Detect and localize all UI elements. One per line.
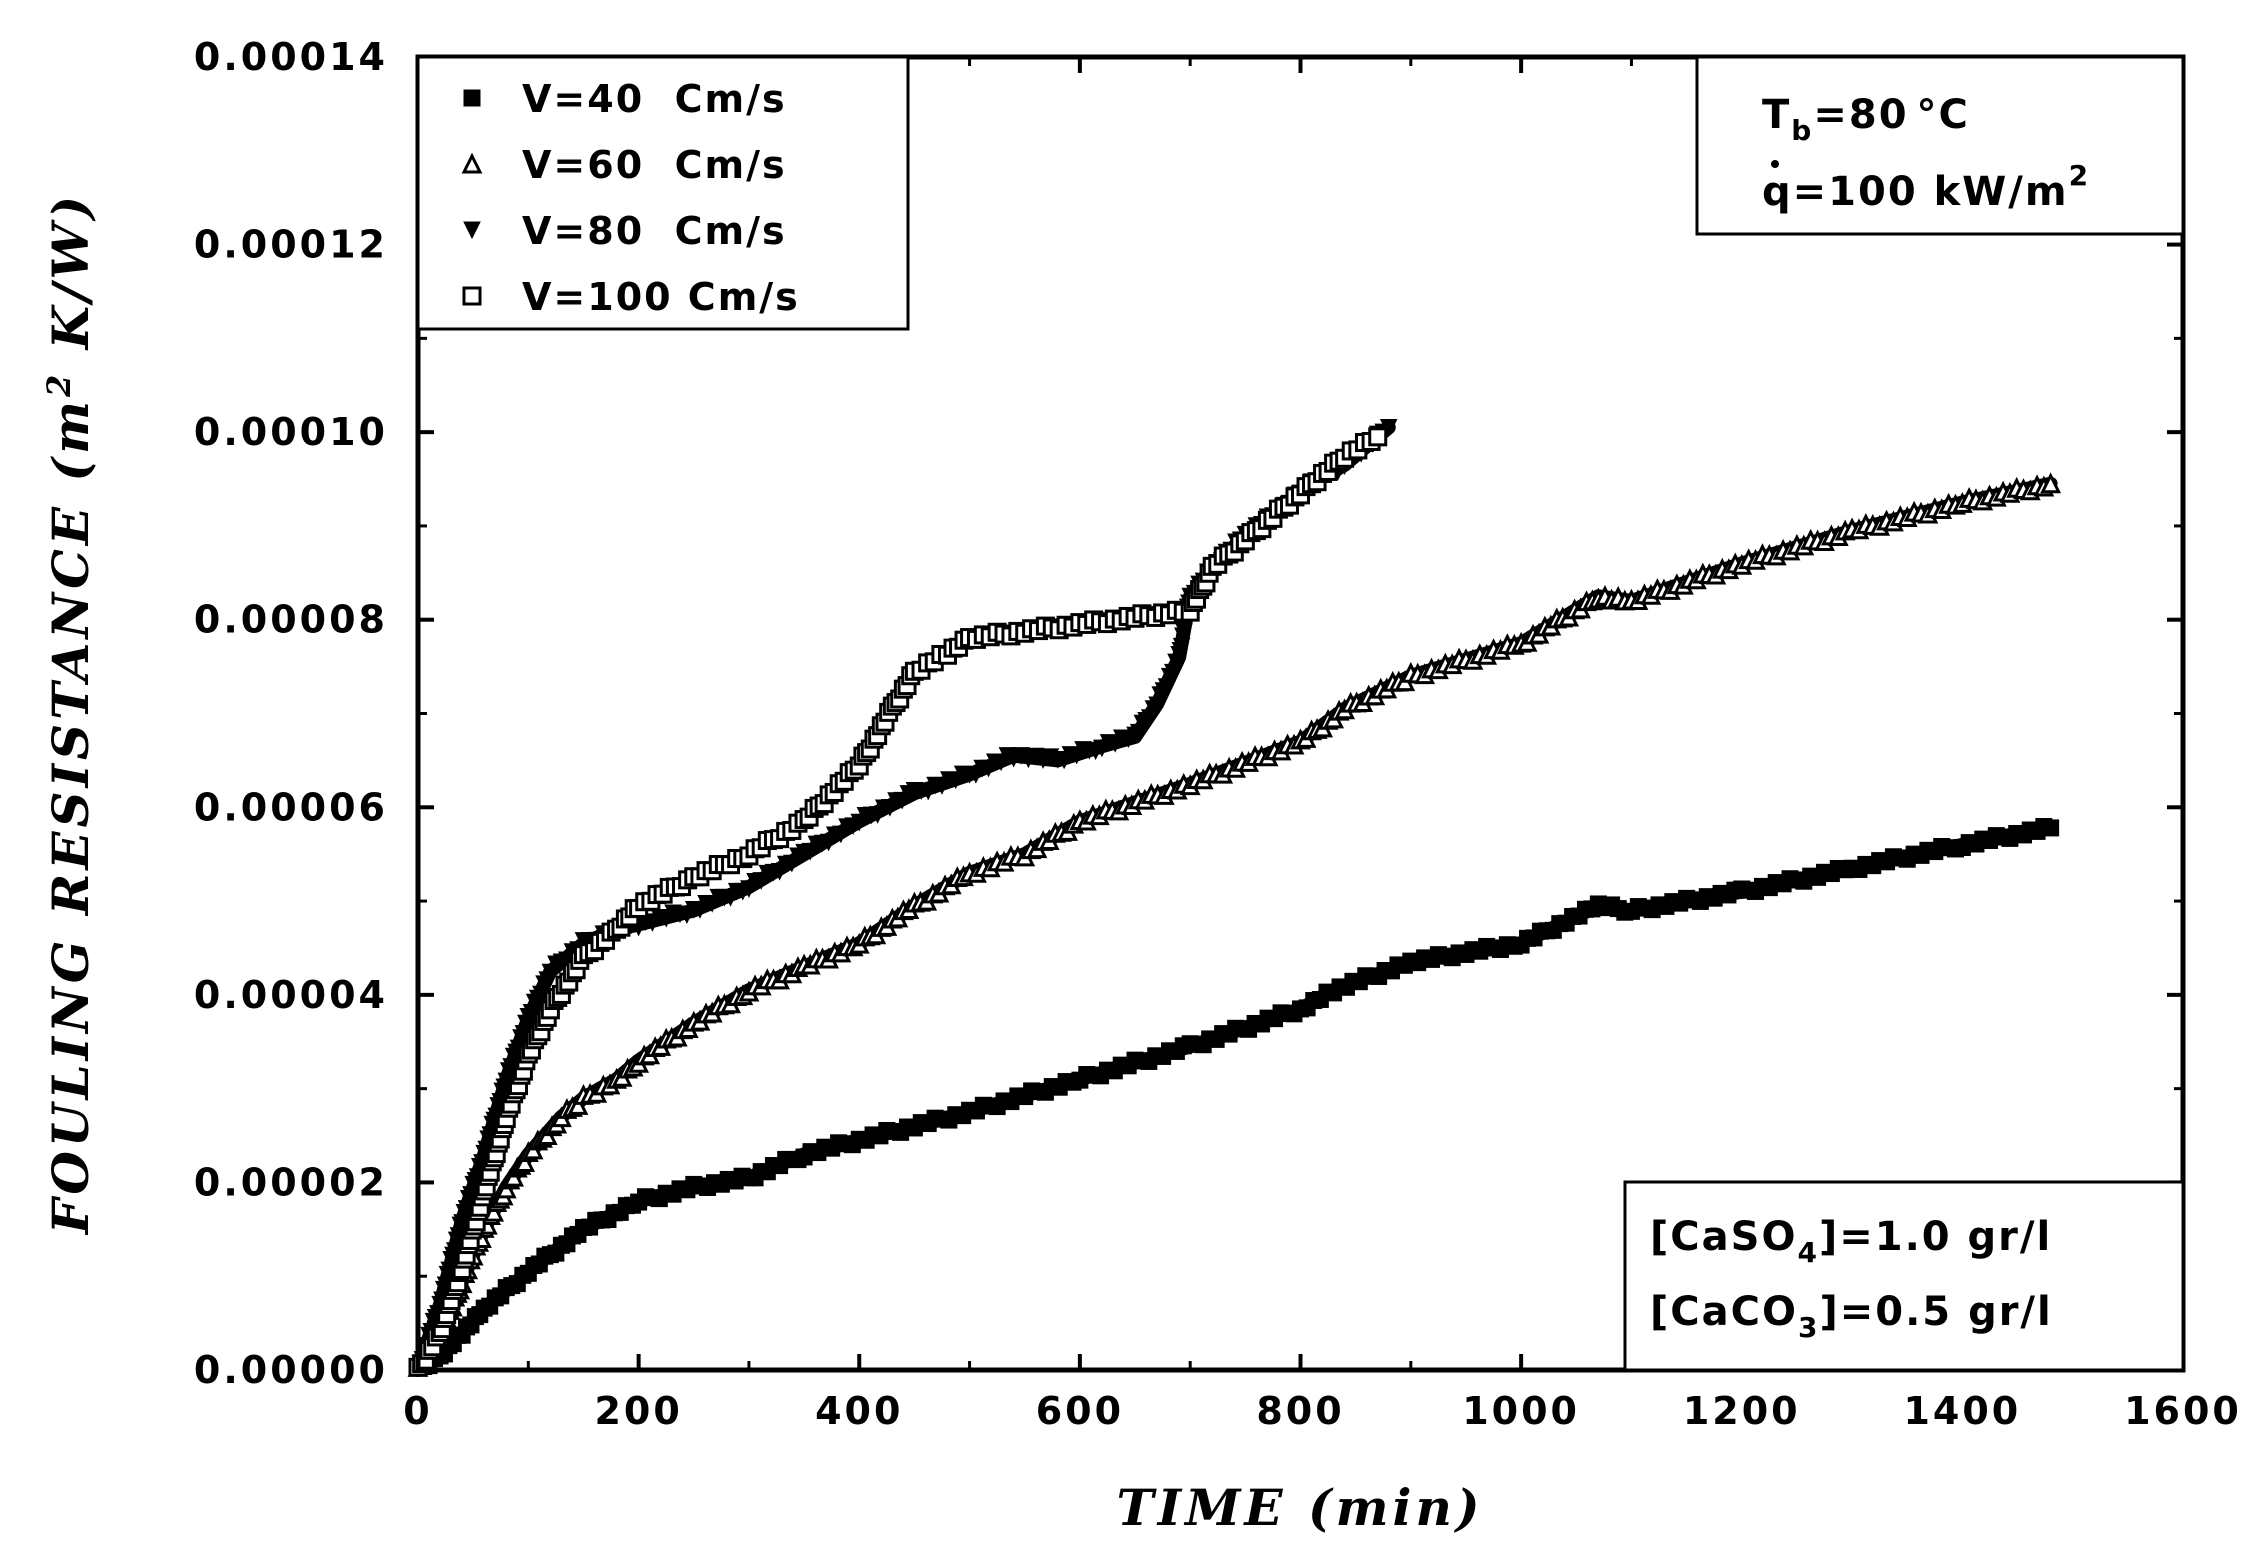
data-point: [514, 1151, 536, 1172]
x-tick-labels: 0 200 400 600 800 1000 1200 1400 1600: [403, 1389, 2242, 1433]
legend: V=40 Cm/s V=60 Cm/s V=80 Cm/s V=100 Cm/s: [416, 55, 910, 331]
legend-label: V=100 Cm/s: [522, 275, 800, 319]
legend-label: V=60 Cm/s: [522, 143, 787, 187]
data-point: [1368, 427, 1388, 447]
heat-flux-text: q=100 kW/m2: [1762, 159, 2090, 215]
series-trace: [411, 420, 1396, 1377]
data-point: [567, 1094, 589, 1115]
y-tick-label: 0.00010: [194, 410, 388, 454]
data-point: [2042, 819, 2060, 837]
x-tick-label: 1600: [2124, 1389, 2242, 1433]
x-tick-label: 1200: [1683, 1389, 1801, 1433]
legend-entries: V=40 Cm/s V=60 Cm/s V=80 Cm/s V=100 Cm/s: [461, 77, 800, 319]
concentration-box: [1623, 1180, 2185, 1372]
series-4: [408, 427, 1388, 1377]
y-tick-label: 0.00002: [194, 1160, 388, 1204]
x-tick-label: 0: [403, 1389, 432, 1433]
plot-frame: [415, 54, 2186, 1373]
caco3-text: [CaCO3]=0.5 gr/l: [1650, 1289, 2053, 1344]
y-tick-label: 0.00012: [194, 223, 388, 267]
legend-box: [416, 55, 910, 331]
legend-marker-icon: [463, 221, 481, 240]
y-tick-label: 0.00004: [194, 973, 388, 1017]
x-tick-label: 600: [1036, 1389, 1124, 1433]
legend-label: V=80 Cm/s: [522, 209, 787, 253]
x-axis-label: TIME (min): [1116, 1478, 1483, 1537]
bulk-temperature-text: Tb=80 °C: [1762, 92, 1970, 147]
y-tick-labels: 0.00000 0.00002 0.00004 0.00006 0.00008 0.000…: [194, 35, 388, 1392]
y-tick-label: 0.00000: [194, 1348, 388, 1392]
x-tick-label: 400: [815, 1389, 903, 1433]
y-axis-label: FOULING RESISTANCE (m2 K/W): [40, 192, 100, 1236]
series-3: [409, 418, 1398, 1377]
series-2: [407, 472, 2062, 1377]
conditions-annotation: Tb=80 °C q=100 kW/m2: [1695, 55, 2185, 236]
q-dot-icon: [1771, 160, 1779, 168]
legend-marker-icon: [463, 89, 481, 107]
series-trace: [411, 429, 1385, 1377]
x-tick-label: 200: [594, 1389, 682, 1433]
y-tick-label: 0.00008: [194, 598, 388, 642]
caso4-text: [CaSO4]=1.0 gr/l: [1650, 1214, 2052, 1269]
data-point: [2040, 472, 2062, 494]
series-1: [409, 818, 2060, 1377]
concentration-annotation: [CaSO4]=1.0 gr/l [CaCO3]=0.5 gr/l: [1623, 1180, 2185, 1372]
data-series: [407, 418, 2062, 1377]
y-tick-label: 0.00006: [194, 785, 388, 829]
x-tick-label: 1400: [1903, 1389, 2021, 1433]
y-tick-label: 0.00014: [194, 35, 388, 79]
x-tick-label: 800: [1256, 1389, 1344, 1433]
legend-marker-icon: [461, 152, 483, 174]
conditions-box: [1695, 55, 2185, 236]
legend-label: V=40 Cm/s: [522, 77, 787, 121]
legend-marker-icon: [462, 286, 482, 306]
x-tick-label: 1000: [1462, 1389, 1580, 1433]
